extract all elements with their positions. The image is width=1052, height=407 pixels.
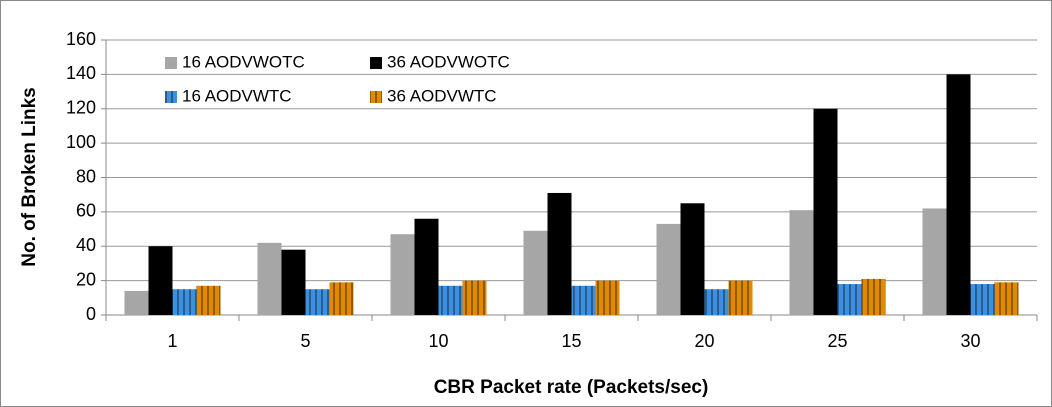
- x-tick-label: 10: [428, 331, 448, 351]
- bar: [390, 234, 415, 315]
- bar: [523, 230, 548, 315]
- bar: [813, 108, 838, 315]
- x-tick-label: 20: [694, 331, 714, 351]
- bar: [571, 285, 596, 315]
- legend-label: 16 AODVWTC: [182, 86, 292, 105]
- bar: [946, 74, 971, 315]
- legend-swatch: [370, 57, 382, 69]
- bar: [728, 280, 753, 315]
- bar: [462, 280, 487, 315]
- y-tick-label: 80: [76, 166, 96, 186]
- bar: [994, 282, 1019, 315]
- bar: [281, 249, 306, 315]
- bar: [970, 284, 995, 315]
- bar: [148, 246, 173, 315]
- x-tick-label: 25: [827, 331, 847, 351]
- bar: [438, 285, 463, 315]
- bar: [196, 285, 221, 315]
- y-tick-label: 120: [66, 98, 96, 118]
- bar: [704, 289, 729, 315]
- legend-label: 36 AODVWTC: [387, 86, 497, 105]
- x-tick-label: 15: [561, 331, 581, 351]
- bar: [257, 242, 282, 315]
- y-tick-label: 140: [66, 63, 96, 83]
- y-tick-label: 0: [86, 304, 96, 324]
- bar: [305, 289, 330, 315]
- x-tick-label: 30: [960, 331, 980, 351]
- y-tick-label: 20: [76, 269, 96, 289]
- bar: [861, 278, 886, 315]
- y-tick-label: 100: [66, 132, 96, 152]
- bar: [172, 289, 197, 315]
- bar: [922, 208, 947, 315]
- legend-swatch: [370, 91, 382, 103]
- legend-label: 36 AODVWOTC: [387, 52, 510, 71]
- y-tick-label: 60: [76, 201, 96, 221]
- bar: [680, 203, 705, 315]
- legend-label: 16 AODVWOTC: [182, 52, 305, 71]
- legend-swatch: [165, 91, 177, 103]
- y-axis-label: No. of Broken Links: [19, 87, 40, 266]
- y-tick-label: 40: [76, 235, 96, 255]
- legend-swatch: [165, 57, 177, 69]
- bar: [837, 284, 862, 315]
- x-tick-label: 5: [300, 331, 310, 351]
- x-axis-label: CBR Packet rate (Packets/sec): [434, 377, 709, 398]
- y-tick-label: 160: [66, 29, 96, 49]
- bar: [656, 223, 681, 315]
- bar: [414, 218, 439, 315]
- bar: [595, 280, 620, 315]
- bar: [789, 210, 814, 315]
- bar: [329, 282, 354, 315]
- x-tick-label: 1: [167, 331, 177, 351]
- bar: [547, 192, 572, 315]
- bar: [124, 290, 149, 315]
